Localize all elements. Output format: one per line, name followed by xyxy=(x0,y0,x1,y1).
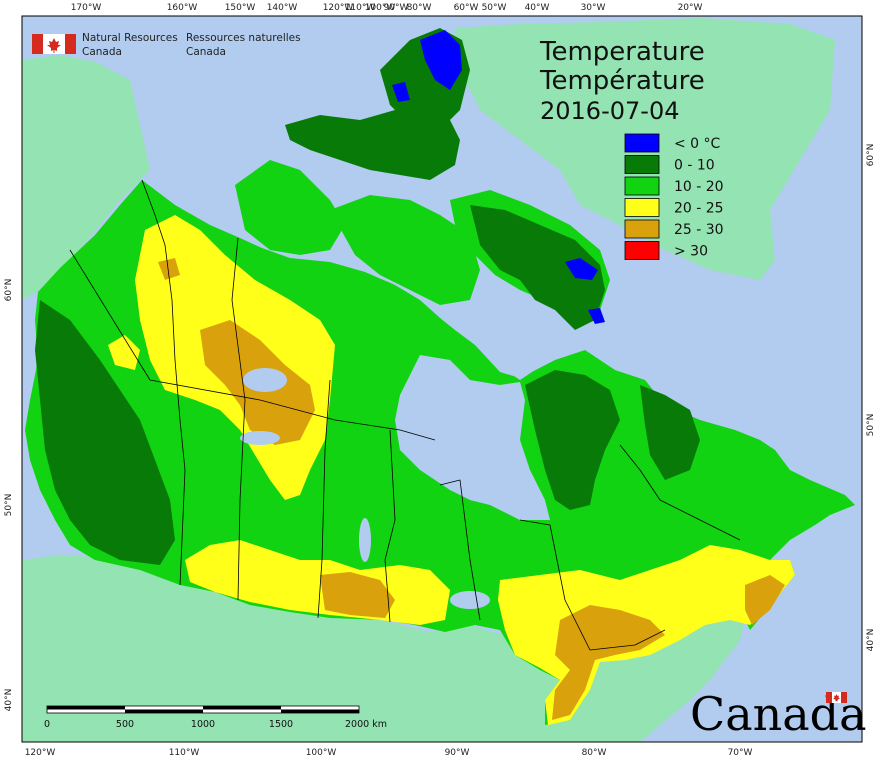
baffin-ice-2 xyxy=(588,308,605,324)
right-graticule: 60°N 50°N 40°N xyxy=(866,144,876,652)
ungava-dark xyxy=(525,370,620,510)
right-lat-label: 60°N xyxy=(866,144,876,167)
agency-name-en-1: Natural Resources xyxy=(82,32,178,44)
top-lon-label: 60°W xyxy=(454,3,479,13)
title-date: 2016-07-04 xyxy=(540,97,679,125)
wordmark-flag-icon xyxy=(826,692,847,703)
legend-swatch xyxy=(624,133,660,153)
ellesmere-ice xyxy=(420,30,462,90)
yukon-orange xyxy=(158,258,180,280)
top-lon-label: 170°W xyxy=(71,3,102,13)
left-lat-label: 40°N xyxy=(4,689,14,712)
top-lon-label: 30°W xyxy=(581,3,606,13)
left-lat-label: 60°N xyxy=(4,279,14,302)
maritimes-orange xyxy=(745,575,785,625)
bottom-lon-label: 100°W xyxy=(306,748,337,758)
scale-tick-label: 500 xyxy=(116,719,134,730)
hudson-bay xyxy=(395,355,550,520)
bottom-lon-label: 120°W xyxy=(25,748,56,758)
scale-tick-label: 2000 km xyxy=(345,719,387,730)
bottom-lon-label: 80°W xyxy=(582,748,607,758)
right-lat-label: 40°N xyxy=(866,629,876,652)
lake-superior xyxy=(450,591,490,609)
great-slave-lake xyxy=(240,431,280,445)
top-lon-label: 90°W xyxy=(384,3,409,13)
bc-yellow xyxy=(108,335,140,370)
baffin-dark xyxy=(470,205,605,330)
top-lon-label: 20°W xyxy=(678,3,703,13)
bc-mountains-dark xyxy=(35,300,175,565)
scale-tick-label: 0 xyxy=(44,719,50,730)
victoria-island xyxy=(330,195,480,305)
left-lat-label: 50°N xyxy=(4,494,14,517)
top-lon-label: 160°W xyxy=(167,3,198,13)
map-frame xyxy=(21,15,863,743)
scale-tick-label: 1000 xyxy=(191,719,215,730)
labrador-dark xyxy=(640,385,700,480)
devon-ice xyxy=(392,82,410,102)
top-lon-label: 140°W xyxy=(267,3,298,13)
agency-name-fr-1: Ressources naturelles xyxy=(186,32,301,44)
boundaries xyxy=(69,179,741,651)
scale-bar: 0 500 1000 1500 2000 km xyxy=(44,705,387,730)
canada-flag-icon xyxy=(32,34,76,54)
right-lat-label: 50°N xyxy=(866,414,876,437)
top-lon-label: 40°W xyxy=(525,3,550,13)
arctic-islands xyxy=(235,160,345,255)
top-lon-label: 100°W xyxy=(365,3,396,13)
bottom-lon-label: 90°W xyxy=(445,748,470,758)
scale-tick-label: 1500 xyxy=(269,719,293,730)
top-lon-label: 150°W xyxy=(225,3,256,13)
legend-swatch xyxy=(624,241,660,260)
alaska-land xyxy=(22,55,150,300)
legend-swatch xyxy=(624,155,660,174)
legend-label: > 30 xyxy=(674,244,708,260)
baffin-ice xyxy=(565,258,598,280)
sask-orange xyxy=(320,572,395,618)
top-lon-label: 110°W xyxy=(345,3,376,13)
bottom-lon-label: 70°W xyxy=(728,748,753,758)
top-lon-label: 120°W xyxy=(323,3,354,13)
canada-wordmark: Canada xyxy=(690,687,867,741)
agency-name-fr-2: Canada xyxy=(186,46,226,58)
title-en: Temperature xyxy=(539,37,705,67)
legend-label: 0 - 10 xyxy=(674,158,715,174)
top-lon-label: 50°W xyxy=(482,3,507,13)
legend-swatch xyxy=(624,198,660,217)
legend-label: 25 - 30 xyxy=(674,222,724,238)
agency-name-en-2: Canada xyxy=(82,46,122,58)
legend-swatch xyxy=(624,176,660,196)
lake-winnipeg xyxy=(359,518,371,562)
legend-swatch xyxy=(624,219,660,239)
top-lon-label: 80°W xyxy=(407,3,432,13)
legend-label: < 0 °C xyxy=(674,136,721,152)
title-fr: Température xyxy=(539,66,705,96)
agency-header: Natural Resources Canada Ressources natu… xyxy=(32,32,301,58)
bottom-lon-label: 110°W xyxy=(169,748,200,758)
legend-label: 10 - 20 xyxy=(674,179,724,195)
legend: < 0 °C 0 - 10 10 - 20 20 - 25 25 - 30 > 30 xyxy=(624,133,724,260)
ontario-orange xyxy=(552,605,665,720)
great-bear-lake xyxy=(243,368,287,392)
bottom-graticule: 120°W 110°W 100°W 90°W 80°W 70°W xyxy=(25,748,753,758)
top-graticule: 170°W 160°W 150°W 140°W 120°W 110°W 100°… xyxy=(71,3,703,13)
legend-label: 20 - 25 xyxy=(674,201,724,217)
left-graticule: 60°N 50°N 40°N xyxy=(4,279,14,712)
